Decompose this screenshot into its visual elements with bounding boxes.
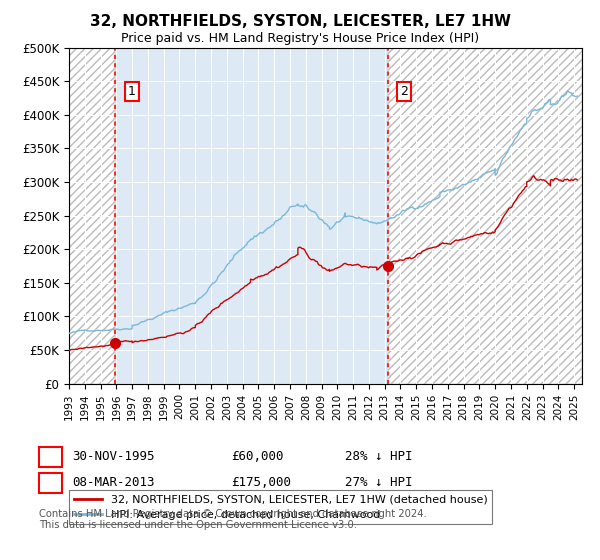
Legend: 32, NORTHFIELDS, SYSTON, LEICESTER, LE7 1HW (detached house), HPI: Average price: 32, NORTHFIELDS, SYSTON, LEICESTER, LE7 … (70, 490, 492, 524)
Bar (69, 48, 115, 384)
Text: Contains HM Land Registry data © Crown copyright and database right 2024.
This d: Contains HM Land Registry data © Crown c… (39, 509, 427, 530)
Text: 08-MAR-2013: 08-MAR-2013 (72, 476, 155, 489)
Text: 1: 1 (128, 85, 136, 98)
Text: 1: 1 (46, 450, 55, 463)
Text: 2: 2 (46, 476, 55, 489)
Text: 2: 2 (400, 85, 408, 98)
Text: 28% ↓ HPI: 28% ↓ HPI (345, 450, 413, 463)
Text: Price paid vs. HM Land Registry's House Price Index (HPI): Price paid vs. HM Land Registry's House … (121, 32, 479, 45)
Text: £175,000: £175,000 (231, 476, 291, 489)
Bar (388, 48, 582, 384)
Text: 27% ↓ HPI: 27% ↓ HPI (345, 476, 413, 489)
Text: 32, NORTHFIELDS, SYSTON, LEICESTER, LE7 1HW: 32, NORTHFIELDS, SYSTON, LEICESTER, LE7 … (89, 14, 511, 29)
Text: £60,000: £60,000 (231, 450, 284, 463)
Text: 30-NOV-1995: 30-NOV-1995 (72, 450, 155, 463)
